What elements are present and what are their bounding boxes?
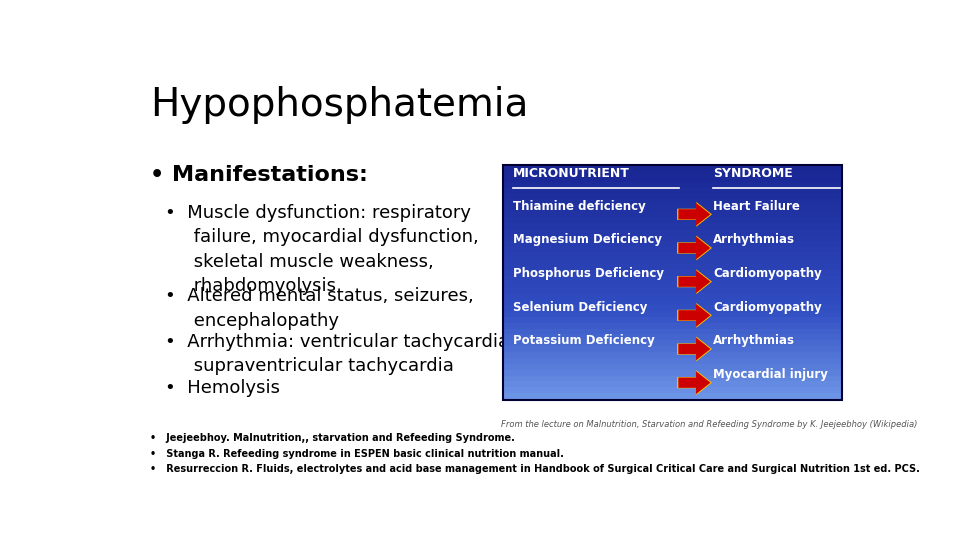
FancyBboxPatch shape — [503, 170, 842, 177]
Text: Cardiomyopathy: Cardiomyopathy — [713, 267, 822, 280]
FancyBboxPatch shape — [503, 193, 842, 200]
FancyBboxPatch shape — [503, 287, 842, 294]
FancyBboxPatch shape — [503, 340, 842, 347]
Text: •  Hemolysis: • Hemolysis — [165, 379, 279, 397]
FancyBboxPatch shape — [503, 393, 842, 400]
FancyBboxPatch shape — [503, 188, 842, 194]
Text: •   Resurreccion R. Fluids, electrolytes and acid base management in Handbook of: • Resurreccion R. Fluids, electrolytes a… — [150, 464, 920, 474]
Text: From the lecture on Malnutrition, Starvation and Refeeding Syndrome by K. Jeejee: From the lecture on Malnutrition, Starva… — [501, 420, 918, 429]
Polygon shape — [679, 304, 710, 327]
Polygon shape — [677, 336, 712, 361]
FancyBboxPatch shape — [503, 358, 842, 365]
Polygon shape — [677, 370, 712, 395]
Text: Myocardial injury: Myocardial injury — [713, 368, 828, 381]
FancyBboxPatch shape — [503, 270, 842, 276]
Text: Arrhythmias: Arrhythmias — [713, 334, 795, 347]
Text: Cardiomyopathy: Cardiomyopathy — [713, 301, 822, 314]
Polygon shape — [677, 202, 712, 227]
FancyBboxPatch shape — [503, 199, 842, 206]
FancyBboxPatch shape — [503, 282, 842, 288]
FancyBboxPatch shape — [503, 352, 842, 359]
FancyBboxPatch shape — [503, 182, 842, 188]
FancyBboxPatch shape — [503, 217, 842, 224]
FancyBboxPatch shape — [503, 317, 842, 323]
FancyBboxPatch shape — [503, 381, 842, 388]
FancyBboxPatch shape — [503, 235, 842, 241]
FancyBboxPatch shape — [503, 229, 842, 235]
FancyBboxPatch shape — [503, 387, 842, 394]
Text: MICRONUTRIENT: MICRONUTRIENT — [514, 167, 630, 180]
FancyBboxPatch shape — [503, 376, 842, 382]
FancyBboxPatch shape — [503, 323, 842, 329]
FancyBboxPatch shape — [503, 346, 842, 353]
Text: Phosphorus Deficiency: Phosphorus Deficiency — [514, 267, 664, 280]
Polygon shape — [677, 303, 712, 328]
FancyBboxPatch shape — [503, 205, 842, 212]
FancyBboxPatch shape — [503, 252, 842, 259]
Text: Potassium Deficiency: Potassium Deficiency — [514, 334, 655, 347]
FancyBboxPatch shape — [503, 311, 842, 318]
FancyBboxPatch shape — [503, 364, 842, 370]
FancyBboxPatch shape — [503, 211, 842, 218]
Text: Hypophosphatemia: Hypophosphatemia — [150, 85, 528, 124]
Polygon shape — [679, 237, 710, 259]
FancyBboxPatch shape — [503, 329, 842, 335]
FancyBboxPatch shape — [503, 293, 842, 300]
Text: Arrhythmias: Arrhythmias — [713, 233, 795, 246]
FancyBboxPatch shape — [503, 176, 842, 182]
FancyBboxPatch shape — [503, 246, 842, 253]
Polygon shape — [679, 270, 710, 293]
Text: SYNDROME: SYNDROME — [713, 167, 793, 180]
Text: Heart Failure: Heart Failure — [713, 200, 800, 213]
Polygon shape — [677, 269, 712, 294]
Polygon shape — [679, 338, 710, 361]
FancyBboxPatch shape — [503, 334, 842, 341]
FancyBboxPatch shape — [503, 299, 842, 306]
FancyBboxPatch shape — [503, 370, 842, 376]
FancyBboxPatch shape — [503, 305, 842, 312]
Text: •  Arrhythmia: ventricular tachycardia,
     supraventricular tachycardia: • Arrhythmia: ventricular tachycardia, s… — [165, 333, 515, 375]
FancyBboxPatch shape — [503, 240, 842, 247]
Polygon shape — [679, 203, 710, 226]
FancyBboxPatch shape — [503, 276, 842, 282]
Polygon shape — [679, 371, 710, 394]
Text: • Manifestations:: • Manifestations: — [150, 165, 368, 185]
FancyBboxPatch shape — [503, 223, 842, 229]
Text: Thiamine deficiency: Thiamine deficiency — [514, 200, 646, 213]
FancyBboxPatch shape — [503, 264, 842, 271]
Text: •  Muscle dysfunction: respiratory
     failure, myocardial dysfunction,
     sk: • Muscle dysfunction: respiratory failur… — [165, 204, 478, 295]
FancyBboxPatch shape — [503, 164, 842, 171]
Text: •  Altered mental status, seizures,
     encephalopathy: • Altered mental status, seizures, encep… — [165, 287, 473, 329]
FancyBboxPatch shape — [503, 258, 842, 265]
Polygon shape — [677, 235, 712, 260]
Text: Magnesium Deficiency: Magnesium Deficiency — [514, 233, 662, 246]
Text: •   Jeejeebhoy. Malnutrition,, starvation and Refeeding Syndrome.: • Jeejeebhoy. Malnutrition,, starvation … — [150, 433, 515, 443]
Text: •   Stanga R. Refeeding syndrome in ESPEN basic clinical nutrition manual.: • Stanga R. Refeeding syndrome in ESPEN … — [150, 449, 564, 458]
Text: Selenium Deficiency: Selenium Deficiency — [514, 301, 648, 314]
